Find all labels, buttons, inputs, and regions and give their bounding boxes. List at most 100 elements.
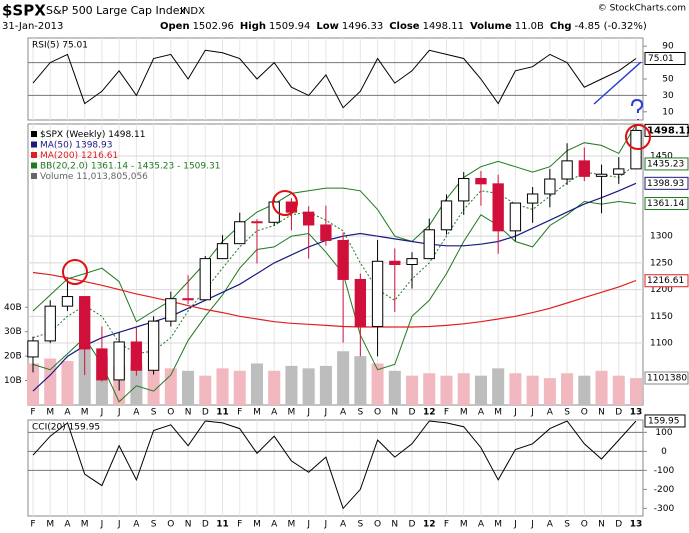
y-tick-label: 1100: [650, 339, 673, 349]
cci-tick-label: 0: [661, 447, 667, 457]
cci-legend: CCI(20) 159.95: [32, 423, 100, 433]
candle-body: [320, 224, 332, 241]
rsi-panel: [27, 37, 644, 121]
x-tick-label: F: [30, 408, 35, 418]
x-tick-label: A: [478, 520, 485, 530]
cci-line: [32, 420, 637, 510]
x-tick-label: S: [151, 408, 157, 418]
quote-value: 1509.94: [269, 21, 310, 32]
subtitle: S&P 500 Large Cap Index: [46, 4, 186, 17]
x-tick-label: M: [494, 520, 502, 530]
plot-layer: FFMMAAMMJJJJAASSOONNDD1111FFMMAAMMJJJJAA…: [4, 38, 689, 530]
x-tick-label: D: [615, 520, 622, 530]
candle-body: [61, 296, 74, 307]
rsi-legend: RSI(5) 75.01: [32, 41, 88, 51]
candle-body: [389, 260, 401, 266]
legend-entry: Volume 11,013,805,056: [40, 172, 148, 182]
volume-bar: [182, 370, 195, 405]
legend-swatch: [31, 131, 37, 137]
candle-body: [44, 305, 56, 342]
x-tick-label: O: [167, 520, 174, 530]
quote-value: 1502.96: [193, 21, 234, 32]
candle-body: [96, 348, 108, 381]
volume-bar: [423, 373, 436, 405]
x-tick-label: 12: [423, 408, 436, 418]
candle-body: [561, 160, 573, 180]
quote-label: Open: [160, 21, 190, 32]
x-tick-label: J: [117, 520, 121, 530]
x-tick-label: A: [340, 408, 347, 418]
moving-average: [32, 271, 637, 328]
quote-value: 1496.33: [342, 21, 383, 32]
highlight-circle: [272, 190, 298, 216]
x-tick-label: N: [185, 520, 192, 530]
price-flag-box: [644, 274, 689, 288]
candle-body: [113, 341, 125, 381]
volume-bar: [319, 365, 332, 405]
rsi-tick-label: 10: [662, 107, 674, 117]
candle-body: [526, 193, 539, 204]
x-tick-label: J: [100, 408, 104, 418]
x-tick-label: A: [271, 408, 278, 418]
volume-bar: [147, 370, 160, 405]
volume-bar: [199, 375, 212, 405]
legend-entry: MA(50) 1398.93: [40, 141, 112, 151]
x-tick-label: A: [271, 520, 278, 530]
highlight-circle: [625, 124, 651, 150]
trendline: [593, 61, 642, 105]
candle-body: [268, 201, 280, 223]
price-flag-box: [644, 123, 689, 137]
x-tick-label: A: [64, 520, 71, 530]
candle-body: [613, 168, 625, 175]
x-tick-label: M: [81, 408, 89, 418]
legend-swatch: [31, 152, 37, 158]
quote-value: -4.85 (-0.32%): [575, 21, 647, 32]
legend-entry: MA(200) 1216.61: [40, 151, 118, 161]
candle-body: [406, 258, 418, 265]
candle-body: [475, 177, 487, 185]
x-tick-label: F: [30, 520, 35, 530]
y-tick-label: 1450: [650, 152, 673, 162]
price-flag-box: [644, 197, 689, 211]
legend-swatch: [31, 162, 37, 169]
exchange: INDX: [180, 6, 205, 17]
x-tick-label: S: [564, 408, 570, 418]
x-tick-label: D: [409, 520, 416, 530]
candle-body: [130, 341, 143, 371]
bollinger-middle: [32, 163, 637, 355]
quote-label: Chg: [550, 21, 572, 32]
volume-flag-box: [644, 371, 689, 385]
volume-tick-label: 30B: [4, 327, 22, 337]
x-tick-label: M: [46, 408, 54, 418]
candle-body: [27, 340, 39, 358]
x-tick-label: J: [530, 520, 534, 530]
price-flag: 1398.93: [647, 179, 684, 189]
x-tick-label: M: [81, 520, 89, 530]
volume-bar: [388, 370, 401, 405]
volume-bar: [509, 373, 522, 405]
candle-body: [79, 296, 91, 350]
legend-entry: BB(20,2.0) 1361.14 - 1435.23 - 1509.31: [40, 162, 220, 172]
x-tick-label: M: [288, 520, 296, 530]
x-tick-label: O: [374, 408, 381, 418]
cci-tick-label: -300: [654, 504, 675, 514]
y-tick-label: 1150: [650, 312, 673, 322]
volume-bar: [130, 363, 143, 405]
candle-body: [354, 278, 367, 327]
x-tick-label: F: [237, 520, 242, 530]
volume-bar: [526, 375, 539, 405]
candle-body: [423, 229, 435, 260]
x-tick-label: M: [253, 408, 261, 418]
volume-flag: 1101380: [647, 374, 687, 384]
x-tick-label: A: [340, 520, 347, 530]
x-tick-label: J: [117, 408, 121, 418]
legend-entry: $SPX (Weekly) 1498.11: [40, 130, 145, 140]
x-tick-label: S: [357, 408, 363, 418]
quote-label: Close: [389, 21, 420, 32]
x-tick-label: O: [581, 408, 588, 418]
y-tick-label: 1200: [650, 285, 673, 295]
legend-swatch: [31, 141, 37, 148]
candle-body: [302, 211, 315, 226]
x-tick-label: 11: [216, 408, 229, 418]
x-tick-label: A: [547, 520, 554, 530]
